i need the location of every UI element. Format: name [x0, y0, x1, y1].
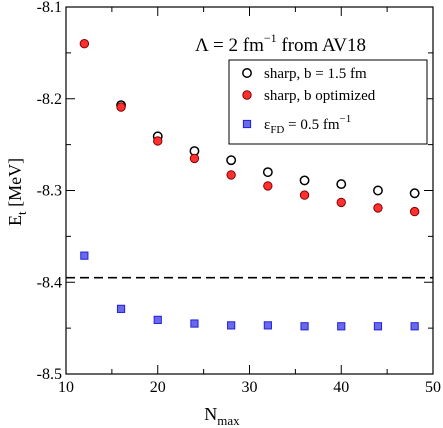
x-tick-label: 10 — [58, 379, 74, 396]
legend-marker-series-1 — [242, 68, 252, 78]
legend-box — [228, 59, 428, 145]
x-tick-label: 40 — [333, 379, 349, 396]
sharp-b-optimized-point — [226, 170, 236, 180]
y-tick-label: -8.3 — [37, 183, 62, 200]
legend-label-series-2: sharp, b optimized — [264, 88, 376, 104]
y-tick-label: -8.1 — [37, 0, 62, 16]
y-tick-label: -8.2 — [37, 91, 62, 108]
y-tick-label: -8.4 — [37, 274, 62, 291]
sharp-b-optimized-point — [263, 181, 273, 191]
sharp-b-optimized-point — [116, 102, 126, 112]
epsilon-fd-point — [373, 322, 383, 331]
legend-marker-series-3 — [242, 119, 252, 129]
legend-label-series-3: εFD = 0.5 fm−1 — [264, 113, 351, 136]
x-tick-label: 30 — [242, 379, 258, 396]
sharp-b-optimized-point — [299, 190, 310, 200]
y-tick-label: -8.5 — [37, 366, 62, 383]
epsilon-fd-point — [80, 251, 89, 260]
epsilon-fd-point — [190, 319, 199, 328]
epsilon-fd-point — [116, 304, 126, 313]
sharp-b15-point — [262, 167, 273, 178]
legend-label-series-1: sharp, b = 1.5 fm — [264, 66, 367, 82]
sharp-b15-point — [226, 155, 237, 166]
sharp-b-optimized-point — [336, 197, 346, 208]
y-axis-title: Et [MeV] — [5, 158, 29, 226]
epsilon-fd-point — [410, 322, 419, 331]
sharp-b-optimized-point — [409, 206, 420, 217]
epsilon-fd-point — [263, 321, 272, 330]
x-tick-label: 50 — [425, 379, 441, 396]
sharp-b15-point — [336, 179, 347, 190]
sharp-b15-point — [299, 175, 310, 186]
sharp-b-optimized-point — [189, 153, 200, 164]
sharp-b-optimized-point — [373, 203, 383, 213]
sharp-b15-point — [373, 185, 383, 196]
epsilon-fd-point — [337, 322, 346, 331]
sharp-b-optimized-point — [153, 136, 163, 146]
sharp-b-optimized-point — [79, 39, 90, 49]
legend-marker-series-2 — [242, 90, 252, 100]
sharp-b15-point — [409, 188, 420, 199]
x-axis-title: Nmax — [204, 404, 240, 428]
epsilon-fd-point — [300, 322, 309, 331]
epsilon-fd-point — [227, 321, 236, 330]
x-tick-label: 20 — [150, 379, 166, 396]
legend: sharp, b = 1.5 fm sharp, b optimized εFD… — [228, 59, 428, 145]
epsilon-fd-point — [153, 315, 162, 324]
chart-annotation: Λ = 2 fm−1 from AV18 — [195, 31, 366, 56]
